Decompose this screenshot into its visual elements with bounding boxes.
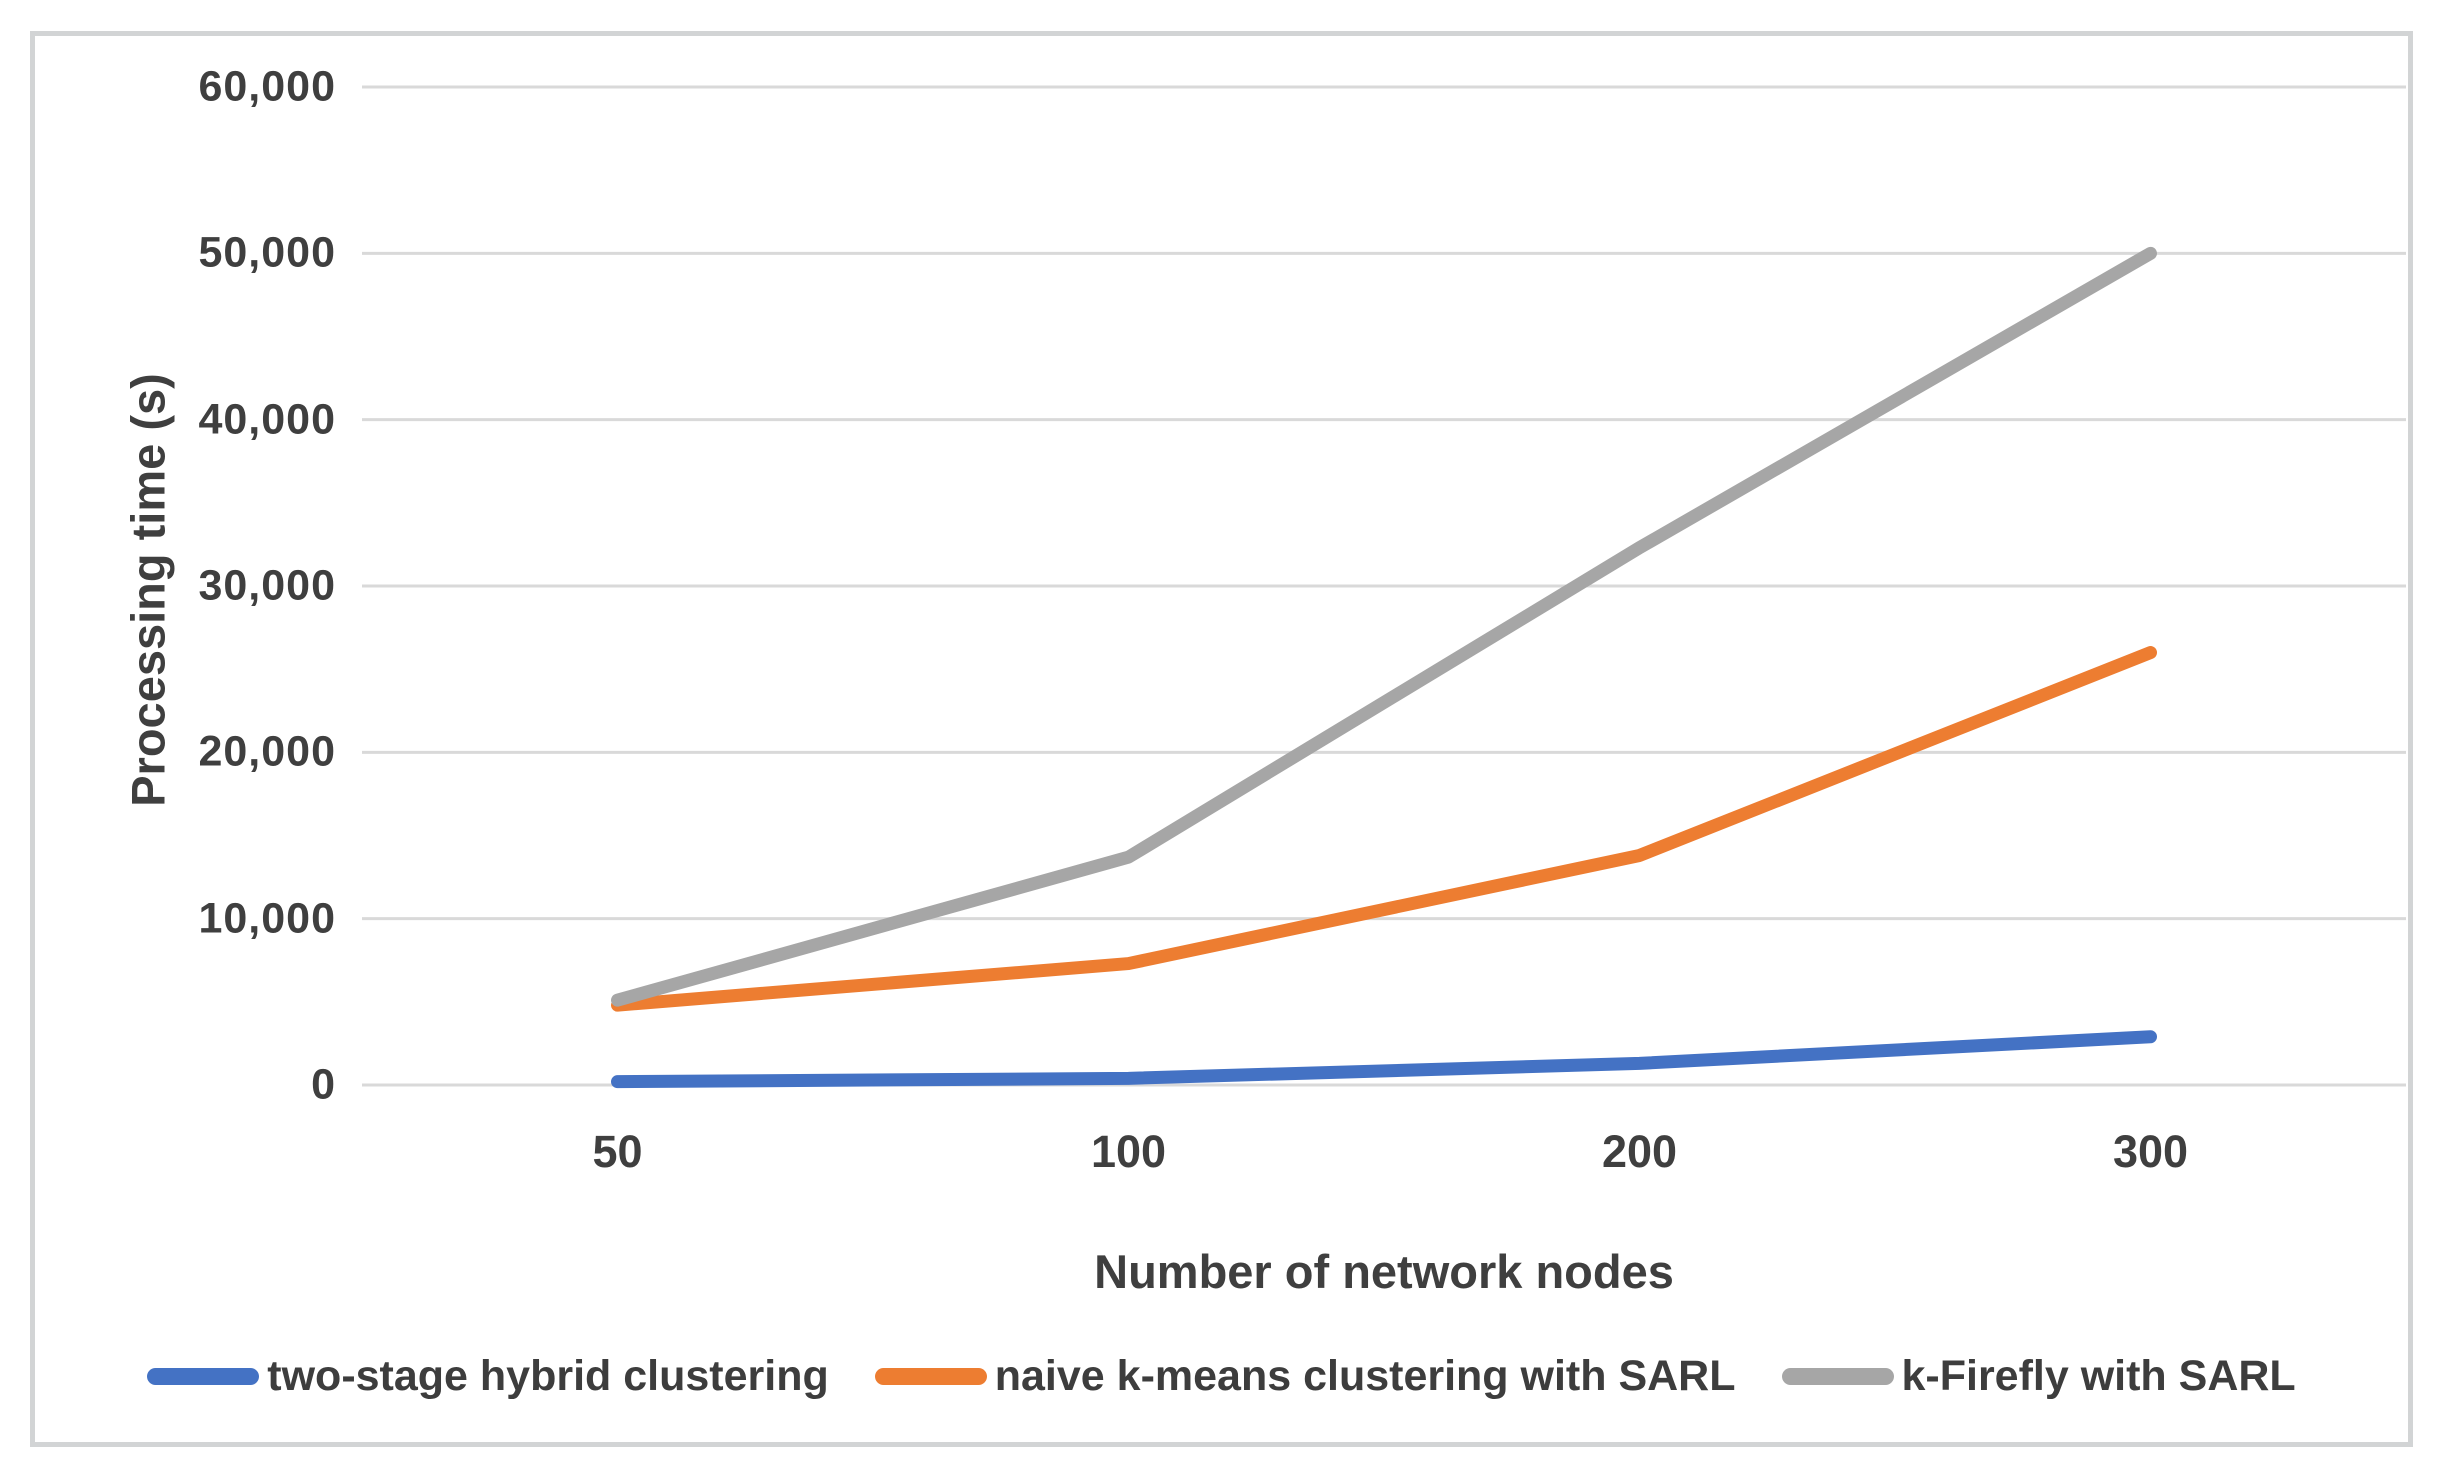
gridlines: [362, 85, 2406, 1087]
y-axis-title: Processing time (s): [121, 373, 175, 807]
x-tick-label: 50: [592, 1126, 643, 1177]
y-tick-label: 60,000: [198, 62, 336, 111]
y-tick-label: 0: [311, 1060, 336, 1109]
legend-swatch: [874, 1368, 987, 1385]
series-line-two-stage-hybrid-clustering: [611, 1030, 2157, 1089]
legend-item-naive-k-means-clustering-with-sarl: naive k-means clustering with SARL: [874, 1352, 1736, 1401]
series-line-naive-k-means-clustering-with-sarl: [611, 646, 2157, 1012]
legend: two-stage hybrid clustering naive k-means…: [0, 1352, 2443, 1401]
x-tick-label: 300: [2112, 1126, 2189, 1177]
series-line-k-firefly-with-sarl: [611, 246, 2157, 1007]
y-tick-label: 10,000: [198, 894, 336, 943]
figure-border: [30, 31, 2413, 1447]
y-tick-label: 30,000: [198, 561, 336, 610]
legend-label: naive k-means clustering with SARL: [994, 1352, 1736, 1400]
x-tick-label: 100: [1090, 1126, 1167, 1177]
legend-label: two-stage hybrid clustering: [267, 1352, 829, 1400]
legend-label: k-Firefly with SARL: [1901, 1352, 2296, 1400]
legend-item-k-firefly-with-sarl: k-Firefly with SARL: [1781, 1352, 2296, 1401]
legend-item-two-stage-hybrid-clustering: two-stage hybrid clustering: [147, 1352, 829, 1401]
x-axis-title: Number of network nodes: [1094, 1245, 1674, 1298]
legend-swatch: [1781, 1368, 1894, 1385]
y-tick-label: 50,000: [198, 228, 336, 277]
legend-swatch: [147, 1368, 260, 1385]
y-tick-label: 40,000: [198, 395, 336, 444]
x-tick-label: 200: [1601, 1126, 1678, 1177]
series-lines: [611, 246, 2157, 1089]
y-tick-label: 20,000: [198, 727, 336, 776]
